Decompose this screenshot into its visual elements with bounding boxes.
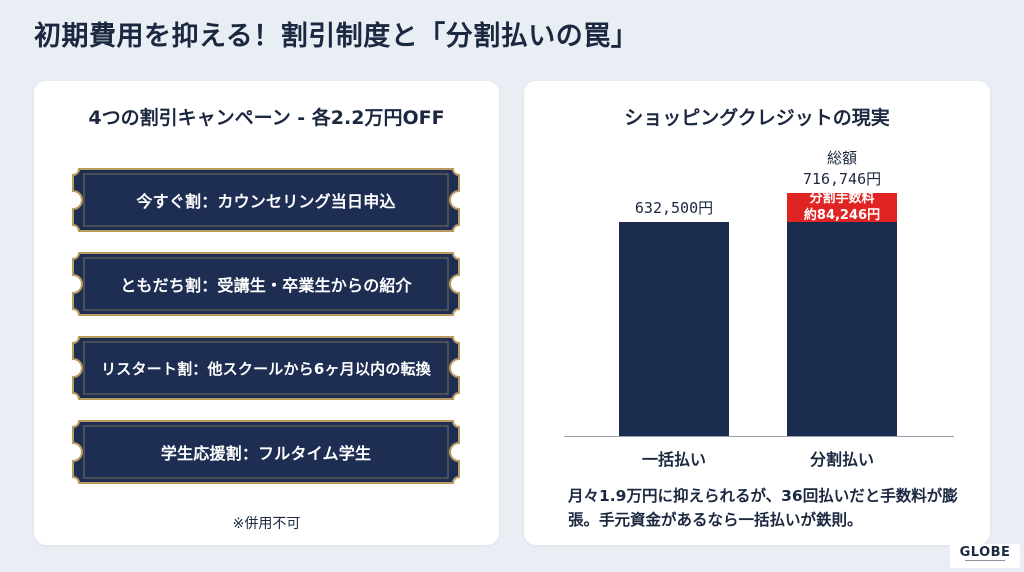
bar-installment-fee: 分割手数料 約84,246円 [787, 191, 897, 224]
shopping-credit-card: ショッピングクレジットの現実 分割手数料 約84,246円 632,500円 総… [524, 81, 990, 545]
campaign-ticket-2: ともだち割：受講生・卒業生からの紹介 [71, 251, 461, 317]
ticket-shape [72, 252, 460, 316]
lump-sum-value-label: 632,500円 [634, 198, 714, 217]
campaign-ticket-3: リスタート割：他スクールから6ヶ月以内の転換 [71, 335, 461, 401]
globe-logo: GLOBE [950, 544, 1020, 568]
logo-text: GLOBE [959, 545, 1011, 560]
ticket-shape [72, 168, 460, 232]
campaign-label: リスタート割：他スクールから6ヶ月以内の転換 [101, 359, 431, 378]
campaign-label: 学生応援割：フルタイム学生 [160, 444, 372, 463]
ticket-shape [72, 420, 460, 484]
ticket-shape [72, 336, 460, 400]
credit-card-title: ショッピングクレジットの現実 [624, 107, 890, 129]
campaign-label: 今すぐ割：カウンセリング当日申込 [136, 192, 396, 211]
campaign-ticket-1: 今すぐ割：カウンセリング当日申込 [71, 167, 461, 233]
total-value-label: 716,746円 [802, 170, 882, 188]
fee-label: 分割手数料 [809, 191, 875, 207]
chart-baseline [564, 436, 954, 437]
bar-installment-base [787, 221, 897, 436]
total-caption-label: 総額 [826, 149, 857, 167]
bar-lump-sum [619, 221, 729, 436]
payment-comparison-chart: 分割手数料 約84,246円 632,500円 総額 716,746円 一括払い… [524, 81, 990, 545]
summary-text: 月々1.9万円に抑えられるが、36回払いだと手数料が膨張。手元資金があるなら一括… [568, 487, 958, 529]
page-title: 初期費用を抑える！割引制度と「分割払いの罠」 [34, 21, 639, 52]
exclusive-note: ※併用不可 [232, 516, 301, 532]
category-label-installment: 分割払い [809, 450, 874, 469]
campaign-ticket-4: 学生応援割：フルタイム学生 [71, 419, 461, 485]
logo-underline [950, 560, 1020, 562]
fee-value: 約84,246円 [803, 208, 881, 224]
discount-campaigns-card: 4つの割引キャンペーン - 各2.2万円OFF 今すぐ割：カウンセリング当日申込… [34, 81, 499, 545]
discount-card-title: 4つの割引キャンペーン - 各2.2万円OFF [88, 107, 445, 129]
campaign-label: ともだち割：受講生・卒業生からの紹介 [120, 276, 412, 295]
category-label-lump-sum: 一括払い [641, 450, 706, 469]
